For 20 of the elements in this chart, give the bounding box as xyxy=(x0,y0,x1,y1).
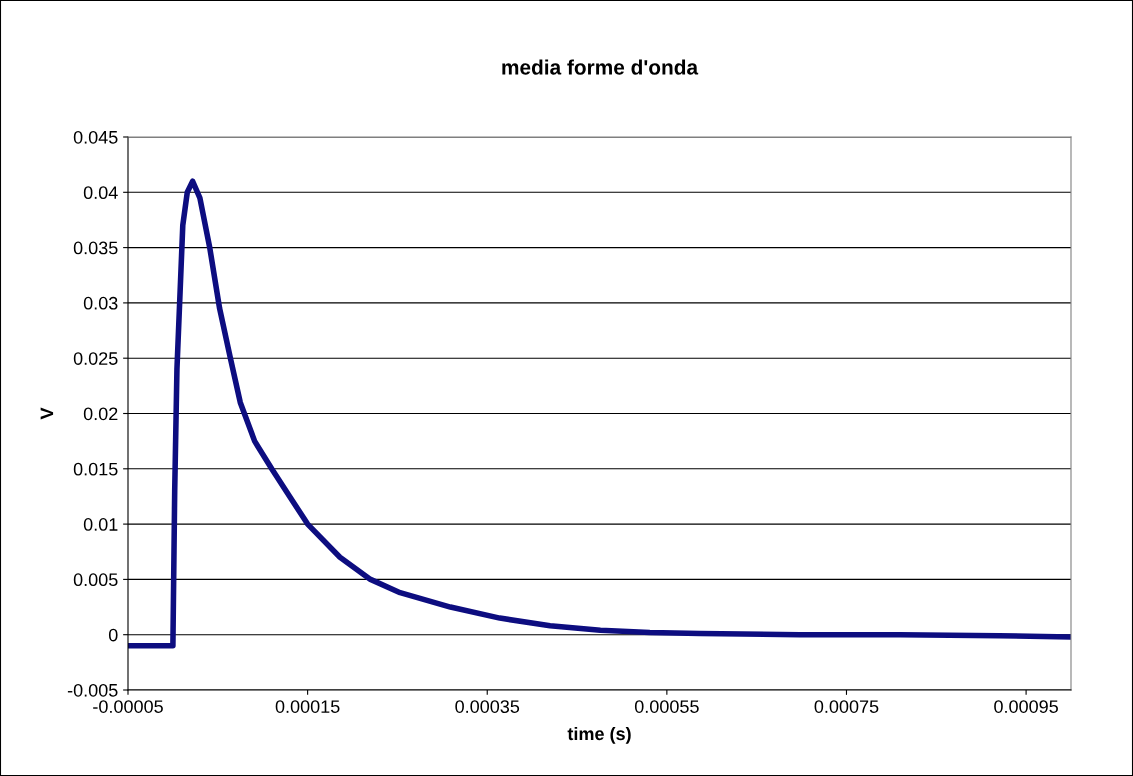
y-tick-label: 0.005 xyxy=(73,573,118,587)
y-tick-label: -0.005 xyxy=(67,683,118,697)
x-tick-label: -0.00005 xyxy=(93,700,163,713)
x-axis-title: time (s) xyxy=(567,726,631,744)
y-tick-label: 0.01 xyxy=(83,518,118,531)
y-tick-label: 0.015 xyxy=(73,462,118,476)
x-tick-label: 0.00095 xyxy=(994,700,1058,713)
y-tick-label: 0.03 xyxy=(83,296,118,310)
y-tick-label: 0.035 xyxy=(73,241,118,255)
y-tick-label: 0 xyxy=(108,628,118,642)
x-tick-label: 0.00035 xyxy=(455,700,520,713)
x-tick-label: 0.00015 xyxy=(275,700,340,713)
y-tick-label: 0.025 xyxy=(73,352,118,365)
chart-title: media forme d'onda xyxy=(502,59,699,75)
y-tick-label: 0.04 xyxy=(83,186,118,200)
y-tick-label: 0.02 xyxy=(83,407,118,421)
y-tick-label: 0.045 xyxy=(73,130,118,144)
x-tick-label: 0.00075 xyxy=(814,700,879,713)
y-axis-title: V xyxy=(40,407,54,420)
x-tick-label: 0.00055 xyxy=(634,700,699,713)
